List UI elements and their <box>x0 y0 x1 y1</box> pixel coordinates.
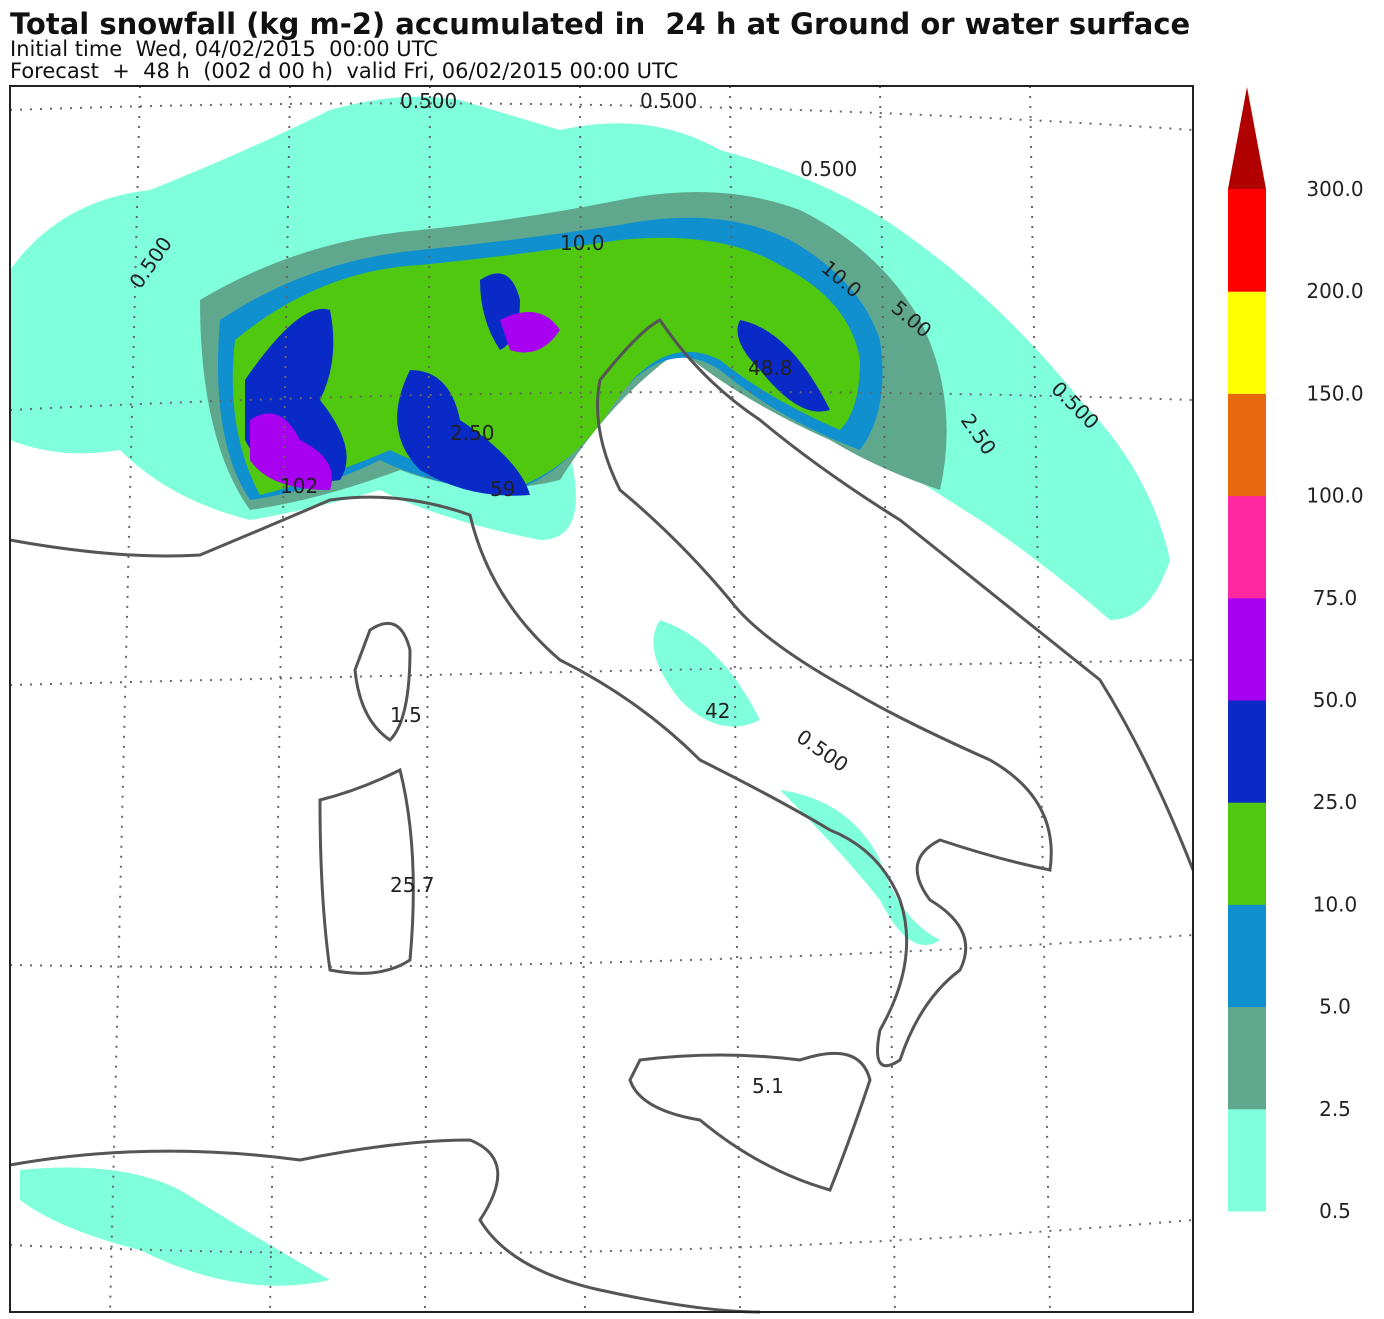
colorbar-segment <box>1228 1006 1266 1110</box>
colorbar-segment <box>1228 802 1266 905</box>
contour-label: 0.500 <box>800 157 857 181</box>
graticule <box>9 659 1194 686</box>
colorbar-label: 200.0 <box>1306 279 1363 303</box>
colorbar-segment <box>1228 1108 1266 1212</box>
contour-label: 0.500 <box>640 89 697 113</box>
colorbar: 0.5 2.5 5.0 10.0 25.0 50.0 75.0 100.0 150.0 200.0… <box>1228 87 1364 1223</box>
contour-label: 10.0 <box>560 231 605 255</box>
colorbar-segment <box>1228 495 1266 599</box>
colorbar-label: 300.0 <box>1306 177 1363 201</box>
contour-label: 48.8 <box>748 356 793 380</box>
graticule <box>9 934 1194 968</box>
contour-label: 2.50 <box>450 421 495 445</box>
map-area <box>9 85 1195 1314</box>
colorbar-segment <box>1228 904 1266 1008</box>
graticule <box>9 102 1194 131</box>
colorbar-segment <box>1228 291 1266 394</box>
contour-label: 1.5 <box>390 703 422 727</box>
snow-south <box>20 620 940 1286</box>
forecast-time: Forecast + 48 h (002 d 00 h) valid Fri, … <box>10 59 679 83</box>
colorbar-label: 50.0 <box>1313 688 1358 712</box>
coastline-sicily <box>628 1051 872 1192</box>
graticule <box>9 391 1194 411</box>
colorbar-label: 10.0 <box>1313 892 1358 916</box>
contour-label: 0.500 <box>400 89 457 113</box>
snow-10 <box>232 237 860 495</box>
colorbar-arrow <box>1228 87 1266 189</box>
coastline-corsica <box>353 621 412 742</box>
colorbar-segment <box>1228 700 1266 803</box>
colorbar-label: 75.0 <box>1313 586 1358 610</box>
contour-label: 42 <box>705 699 730 723</box>
coastline-sardinia <box>318 767 415 975</box>
contour-label: 102 <box>280 474 318 498</box>
colorbar-label: 0.5 <box>1319 1199 1351 1223</box>
contour-label: 59 <box>490 477 515 501</box>
colorbar-segment <box>1228 189 1266 292</box>
colorbar-label: 2.5 <box>1319 1097 1351 1121</box>
colorbar-label: 100.0 <box>1306 484 1363 508</box>
colorbar-label: 25.0 <box>1313 790 1358 814</box>
colorbar-segment <box>1228 393 1266 497</box>
contour-label: 25.7 <box>390 873 435 897</box>
colorbar-segment <box>1228 597 1266 701</box>
map-title: Total snowfall (kg m-2) accumulated in 2… <box>10 7 1191 41</box>
coastline-italy <box>9 318 1195 1068</box>
initial-time: Initial time Wed, 04/02/2015 00:00 UTC <box>10 37 438 61</box>
colorbar-label: 5.0 <box>1319 995 1351 1019</box>
contour-label: 5.1 <box>752 1074 784 1098</box>
snow-50 <box>250 312 560 490</box>
graticule <box>9 1219 1194 1255</box>
colorbar-label: 150.0 <box>1306 381 1363 405</box>
map-frame <box>9 85 1194 1313</box>
coastline-africa <box>9 1138 761 1314</box>
